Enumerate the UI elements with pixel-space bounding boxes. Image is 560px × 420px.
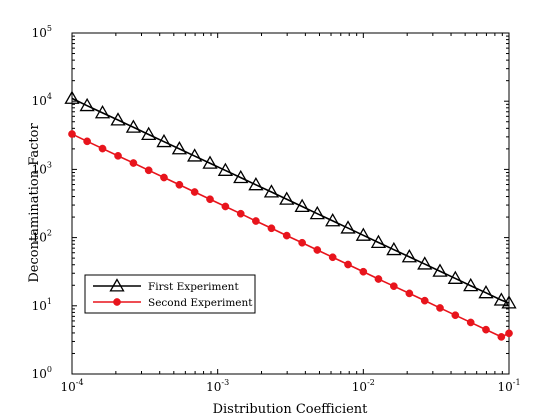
- y-tick-label: 101: [32, 297, 52, 313]
- data-point: [386, 241, 402, 256]
- data-point: [390, 282, 398, 291]
- legend: First Experiment Second Experiment: [84, 274, 256, 314]
- data-point: [217, 162, 234, 176]
- data-point: [109, 278, 125, 292]
- data-point: [114, 152, 122, 160]
- data-point: [447, 270, 463, 284]
- data-point: [64, 90, 80, 104]
- data-point: [493, 292, 509, 306]
- data-point: [478, 285, 494, 299]
- data-point: [420, 296, 429, 305]
- data-point: [405, 289, 414, 298]
- data-point: [110, 112, 126, 126]
- data-point: [144, 166, 153, 175]
- x-tick-label: 10-3: [206, 378, 229, 394]
- data-point: [417, 256, 433, 270]
- data-point: [309, 205, 325, 220]
- data-point: [129, 159, 138, 167]
- data-point: [187, 148, 203, 162]
- y-axis: 100 101 102 103 104 105: [32, 24, 509, 381]
- series-1: [64, 90, 517, 309]
- data-point: [359, 267, 368, 276]
- data-point: [432, 263, 448, 277]
- data-point: [267, 224, 276, 233]
- data-point: [98, 144, 107, 153]
- data-point: [125, 119, 142, 133]
- data-point: [94, 105, 111, 119]
- data-point: [436, 304, 444, 312]
- x-tick-label: 10-4: [60, 378, 83, 394]
- data-point: [313, 246, 322, 254]
- y-axis-title: Decontamination Factor: [27, 123, 42, 283]
- data-point: [505, 329, 513, 338]
- data-point: [79, 97, 95, 112]
- legend-box: [84, 274, 256, 314]
- data-point: [374, 275, 383, 283]
- legend-label: Second Experiment: [148, 297, 253, 309]
- data-point: [328, 253, 337, 262]
- data-point: [370, 234, 387, 249]
- x-axis: 10-4 10-3 10-2 10-1: [60, 33, 521, 394]
- y-tick-label: 102: [32, 229, 52, 245]
- data-point: [206, 195, 214, 204]
- data-point: [202, 155, 218, 169]
- data-point: [83, 137, 91, 146]
- data-point: [175, 180, 184, 189]
- data-point: [156, 133, 172, 148]
- legend-entry: Second Experiment: [93, 297, 253, 309]
- data-point: [248, 177, 264, 191]
- series-2: [68, 130, 513, 341]
- data-point: [221, 202, 230, 211]
- data-point: [355, 227, 371, 241]
- data-point: [282, 231, 291, 240]
- data-point: [340, 220, 356, 234]
- data-point: [236, 209, 245, 218]
- data-point: [263, 184, 280, 198]
- data-point: [497, 333, 506, 341]
- data-point: [68, 130, 76, 138]
- data-point: [325, 213, 341, 227]
- y-tick-label: 100: [32, 365, 52, 381]
- y-tick-label: 103: [32, 160, 52, 176]
- x-axis-title: Distribution Coefficient: [213, 402, 369, 417]
- data-point: [501, 295, 517, 309]
- data-point: [113, 298, 121, 306]
- y-tick-label: 104: [32, 92, 52, 108]
- data-point: [190, 188, 199, 196]
- data-point: [466, 318, 475, 327]
- data-point: [279, 191, 295, 205]
- data-point: [482, 325, 490, 334]
- data-point: [171, 141, 188, 155]
- data-point: [344, 260, 352, 269]
- data-point: [451, 311, 460, 320]
- data-point: [401, 249, 417, 263]
- legend-label: First Experiment: [148, 281, 239, 293]
- y-tick-label: 105: [32, 24, 52, 40]
- data-point: [298, 238, 306, 247]
- data-point: [463, 277, 479, 292]
- x-tick-label: 10-1: [497, 378, 520, 394]
- data-point: [160, 173, 168, 182]
- series-layer: [64, 90, 517, 341]
- x-tick-label: 10-2: [352, 378, 375, 394]
- data-point: [141, 126, 157, 141]
- data-point: [252, 217, 260, 225]
- data-point: [233, 169, 249, 184]
- legend-entry: First Experiment: [93, 278, 239, 293]
- data-point: [294, 198, 310, 213]
